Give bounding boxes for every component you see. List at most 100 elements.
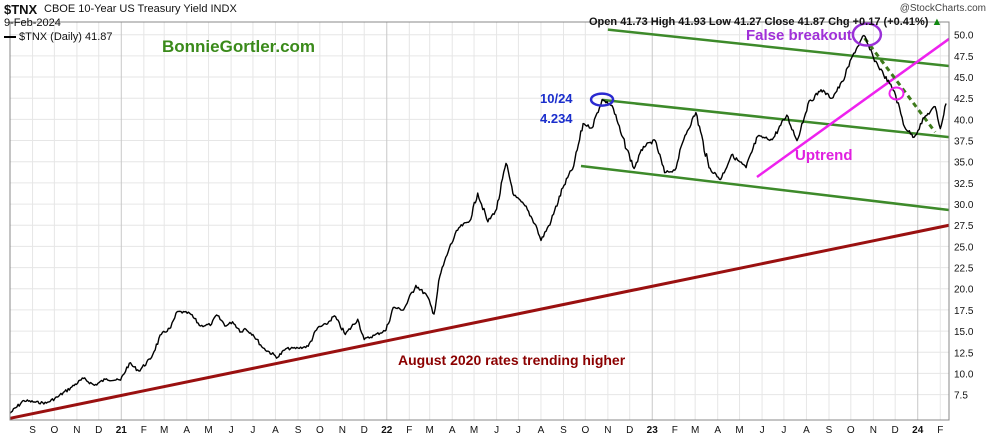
legend: $TNX (Daily) 41.87 — [4, 31, 113, 43]
annotation-uptrend: Uptrend — [795, 147, 853, 164]
x-tick-label: S — [29, 425, 36, 436]
y-tick-label: 47.5 — [954, 52, 974, 63]
x-tick-label: 21 — [116, 425, 128, 436]
trendline-august-2020-trend — [9, 223, 950, 420]
plot-frame — [9, 21, 950, 421]
y-tick-label: 20.0 — [954, 285, 974, 296]
y-tick-label: 35.0 — [954, 158, 974, 169]
trendline-channel-lower — [580, 164, 950, 212]
x-tick-label: F — [937, 425, 943, 436]
open-value: 41.73 — [620, 16, 648, 28]
ticker-symbol: $TNX — [4, 2, 38, 17]
legend-line-icon — [4, 36, 16, 39]
x-tick-label: N — [73, 425, 80, 436]
y-tick-label: 17.5 — [954, 306, 974, 317]
y-tick-label: 7.5 — [954, 391, 968, 402]
x-tick-label: S — [826, 425, 833, 436]
close-label: Close — [764, 16, 795, 28]
y-tick-label: 27.5 — [954, 221, 974, 232]
x-tick-label: N — [870, 425, 877, 436]
x-tick-label: M — [204, 425, 212, 436]
trendline-channel-upper — [601, 98, 950, 139]
price-series — [9, 34, 947, 414]
y-tick-label: 25.0 — [954, 242, 974, 253]
x-tick-label: A — [714, 425, 721, 436]
x-tick-label: 23 — [647, 425, 659, 436]
chg-value: +0.17 (+0.41%) — [852, 16, 929, 28]
x-tick-label: N — [604, 425, 611, 436]
trendlines — [9, 28, 950, 420]
annotation-august-2020: August 2020 rates trending higher — [398, 352, 626, 368]
x-tick-label: J — [229, 425, 234, 436]
x-tick-label: F — [406, 425, 412, 436]
x-tick-label: 24 — [912, 425, 924, 436]
x-tick-label: F — [672, 425, 678, 436]
y-tick-label: 15.0 — [954, 327, 974, 338]
annotation-peak-date: 10/24 — [540, 91, 573, 106]
chart-description: CBOE 10-Year US Treasury Yield INDX — [44, 3, 237, 15]
x-tick-label: A — [803, 425, 810, 436]
y-tick-label: 32.5 — [954, 179, 974, 190]
x-tick-label: O — [581, 425, 589, 436]
x-tick-label: A — [183, 425, 190, 436]
y-tick-label: 12.5 — [954, 348, 974, 359]
peak-2022-circle — [589, 92, 615, 107]
x-tick-label: D — [626, 425, 633, 436]
x-tick-label: S — [560, 425, 567, 436]
high-value: 41.93 — [678, 16, 706, 28]
trendline-channel-upper-outer — [607, 28, 950, 68]
axes: 7.5 10.0 12.5 15.0 17.5 20.0 22.5 25.0 27.5 30.0 3… — [9, 21, 974, 436]
x-tick-label: M — [735, 425, 743, 436]
annotation-peak-value: 4.234 — [540, 111, 573, 126]
trendline-uptrend — [756, 37, 950, 178]
y-tick-label: 10.0 — [954, 369, 974, 380]
x-tick-label: M — [160, 425, 168, 436]
x-tick-label: O — [50, 425, 58, 436]
low-label: Low — [708, 16, 731, 28]
x-tick-label: M — [470, 425, 478, 436]
x-tick-label: S — [295, 425, 302, 436]
x-tick-label: M — [691, 425, 699, 436]
triangle-up-icon: ▲ — [931, 16, 943, 28]
x-tick-label: J — [516, 425, 521, 436]
y-tick-label: 22.5 — [954, 264, 974, 275]
y-tick-label: 42.5 — [954, 94, 974, 105]
annotation-false-breakout: False breakout — [746, 27, 852, 44]
x-tick-label: J — [760, 425, 765, 436]
legend-label: $TNX (Daily) 41.87 — [19, 31, 113, 43]
highlight-circles — [589, 22, 905, 107]
x-tick-label: 22 — [381, 425, 393, 436]
x-tick-label: A — [272, 425, 279, 436]
y-tick-label: 40.0 — [954, 115, 974, 126]
copyright: @StockCharts.com — [899, 3, 986, 14]
x-tick-label: M — [426, 425, 434, 436]
chart-date: 9-Feb-2024 — [4, 17, 61, 29]
x-tick-label: D — [95, 425, 102, 436]
x-tick-label: A — [449, 425, 456, 436]
y-tick-label: 45.0 — [954, 73, 974, 84]
price-line — [9, 34, 947, 414]
x-tick-label: J — [781, 425, 786, 436]
false-breakout-circle — [851, 22, 883, 47]
close-value: 41.87 — [797, 16, 826, 28]
x-tick-label: F — [141, 425, 147, 436]
x-tick-label: A — [538, 425, 545, 436]
low-value: 41.27 — [733, 16, 762, 28]
x-tick-label: D — [892, 425, 899, 436]
annotation-website: BonnieGortler.com — [162, 37, 316, 56]
x-tick-label: D — [361, 425, 368, 436]
chg-label: Chg — [828, 16, 850, 28]
x-tick-label: O — [316, 425, 324, 436]
x-tick-label: J — [250, 425, 255, 436]
y-tick-label: 30.0 — [954, 200, 974, 211]
y-tick-label: 37.5 — [954, 137, 974, 148]
uptrend-break-circle — [888, 86, 905, 101]
x-tick-label: O — [847, 425, 855, 436]
x-tick-label: J — [494, 425, 499, 436]
y-tick-label: 50.0 — [954, 31, 974, 42]
open-label: Open — [589, 16, 618, 28]
trendline-false-breakout-dashed — [863, 37, 937, 133]
x-tick-label: N — [339, 425, 346, 436]
high-label: High — [650, 16, 676, 28]
